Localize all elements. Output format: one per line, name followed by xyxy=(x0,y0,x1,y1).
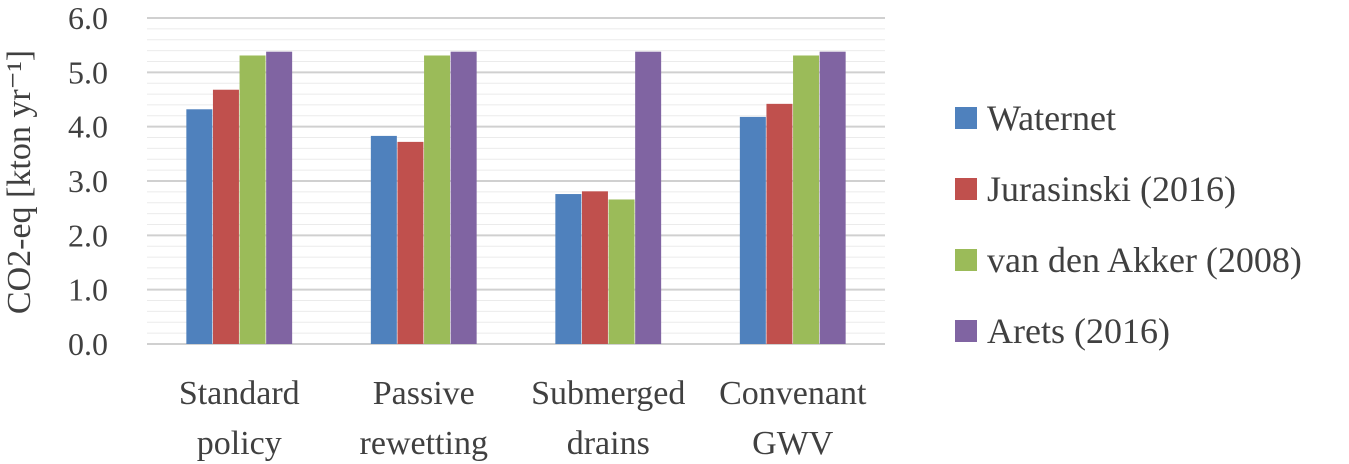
bar xyxy=(581,191,608,344)
x-category-label: Passive xyxy=(373,375,475,412)
x-category-label: Submerged xyxy=(531,375,685,412)
bar xyxy=(555,194,582,344)
bar xyxy=(766,103,793,344)
x-category-label: Convenant xyxy=(719,375,867,412)
y-tick-label: 5.0 xyxy=(68,54,108,90)
y-tick-label: 1.0 xyxy=(68,272,108,308)
y-tick-label: 4.0 xyxy=(68,109,108,145)
bar xyxy=(239,55,266,345)
bar xyxy=(397,141,424,344)
y-axis-label: CO2-eq [kton yr⁻¹] xyxy=(1,50,38,314)
bar xyxy=(635,51,662,344)
y-tick-label: 3.0 xyxy=(68,163,108,199)
legend-label: Arets (2016) xyxy=(987,311,1170,351)
x-category-label: rewetting xyxy=(360,425,488,462)
bar xyxy=(370,135,397,344)
legend-label: Waternet xyxy=(987,98,1116,138)
bar xyxy=(212,89,239,344)
bar xyxy=(424,55,451,345)
x-axis: Standard policy Passive rewetting Submerged d… xyxy=(179,375,867,462)
legend: Waternet Jurasinski (2016) van den Akker (… xyxy=(955,98,1302,351)
bar xyxy=(266,51,293,344)
x-category-label: Standard xyxy=(179,375,300,412)
legend-label: van den Akker (2008) xyxy=(987,240,1302,280)
x-category-label: policy xyxy=(197,425,282,462)
y-tick-label: 0.0 xyxy=(68,326,108,362)
bar xyxy=(739,116,766,345)
bar xyxy=(819,51,846,344)
y-tick-label: 2.0 xyxy=(68,217,108,253)
bar xyxy=(450,51,477,344)
y-tick-label: 6.0 xyxy=(68,0,108,36)
legend-swatch xyxy=(955,249,977,271)
legend-label: Jurasinski (2016) xyxy=(987,169,1236,209)
bar xyxy=(608,199,635,344)
legend-swatch xyxy=(955,320,977,342)
bar xyxy=(186,109,213,344)
bar xyxy=(793,55,820,345)
x-category-label: GWV xyxy=(752,425,834,462)
x-category-label: drains xyxy=(567,425,650,462)
y-axis: 0.0 1.0 2.0 3.0 4.0 5.0 6.0 xyxy=(68,0,108,362)
legend-swatch xyxy=(955,107,977,129)
legend-swatch xyxy=(955,178,977,200)
bars xyxy=(186,51,846,345)
